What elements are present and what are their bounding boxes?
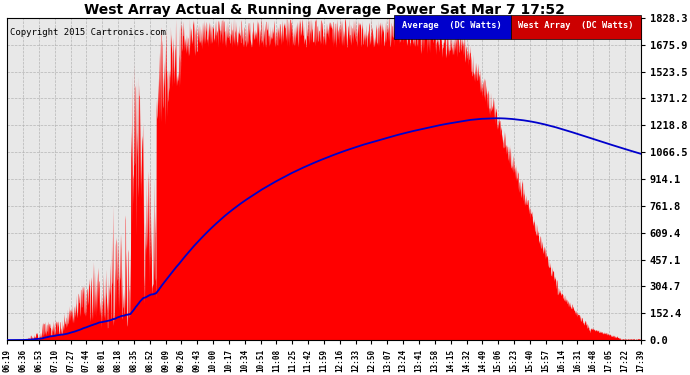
Title: West Array Actual & Running Average Power Sat Mar 7 17:52: West Array Actual & Running Average Powe… (83, 3, 564, 17)
Text: Copyright 2015 Cartronics.com: Copyright 2015 Cartronics.com (10, 28, 166, 37)
Bar (511, 15, 641, 39)
Bar (394, 15, 511, 39)
Text: Average  (DC Watts): Average (DC Watts) (402, 21, 502, 30)
Text: West Array  (DC Watts): West Array (DC Watts) (518, 21, 633, 30)
